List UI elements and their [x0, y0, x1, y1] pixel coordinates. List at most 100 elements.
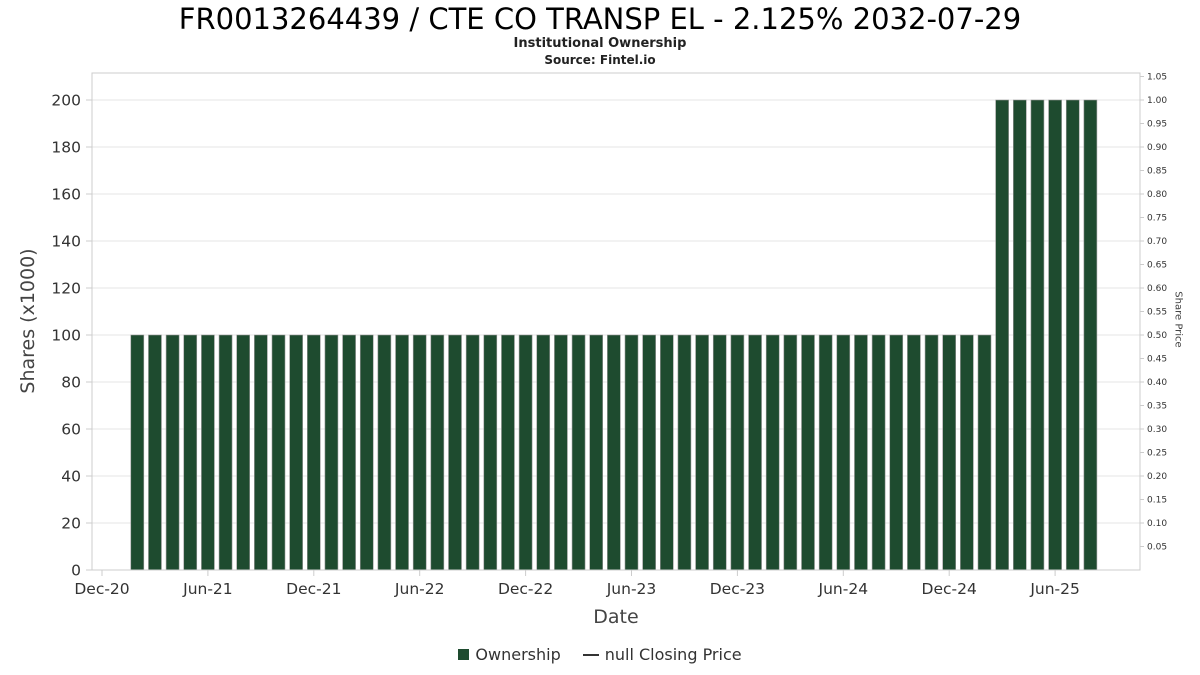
ownership-bar[interactable] [1030, 99, 1045, 571]
ownership-bar[interactable] [148, 334, 162, 571]
legend-label-closing-price: null Closing Price [604, 645, 742, 664]
ownership-bar[interactable] [942, 334, 957, 571]
chart-title: FR0013264439 / CTE CO TRANSP EL - 2.125%… [178, 2, 1022, 36]
x-tick-label: Jun-25 [1029, 580, 1080, 598]
ownership-bar[interactable] [712, 334, 727, 571]
x-tick-label: Jun-24 [818, 580, 869, 598]
chart-subtitle: Institutional Ownership [513, 36, 687, 51]
y-tick-label-left: 120 [51, 280, 81, 298]
y-tick-label-right: 0.70 [1147, 237, 1167, 247]
ownership-bar[interactable] [289, 334, 303, 571]
chart-source: Source: Fintel.io [544, 53, 656, 67]
ownership-bar[interactable] [448, 334, 462, 571]
ownership-bar[interactable] [518, 334, 533, 571]
ownership-bar[interactable] [854, 334, 868, 571]
x-tick-label: Dec-20 [74, 580, 129, 598]
ownership-bar[interactable] [271, 334, 286, 571]
y-tick-label-left: 60 [61, 421, 81, 439]
ownership-bar[interactable] [254, 334, 268, 571]
y-tick-label-right: 0.30 [1147, 425, 1167, 435]
x-tick-label: Jun-21 [182, 580, 233, 598]
y-tick-label-right: 0.20 [1147, 472, 1167, 482]
ownership-bar[interactable] [677, 334, 692, 571]
ownership-bar[interactable] [924, 334, 939, 571]
y-tick-label-right: 0.45 [1147, 355, 1167, 365]
y-tick-label-left: 100 [51, 327, 81, 345]
ownership-bar[interactable] [889, 334, 904, 571]
legend: Ownership null Closing Price [0, 645, 1200, 664]
x-tick-label: Dec-23 [710, 580, 765, 598]
ownership-bar[interactable] [430, 334, 445, 571]
plot-border [91, 72, 1141, 571]
y-tick-label-right: 1.05 [1147, 73, 1167, 83]
y-tick-label-right: 0.05 [1147, 543, 1167, 553]
ownership-bar[interactable] [571, 334, 586, 571]
ownership-bar[interactable] [642, 334, 656, 571]
ownership-bar[interactable] [977, 334, 992, 571]
ownership-bar[interactable] [359, 334, 374, 571]
y-tick-label-right: 0.40 [1147, 378, 1167, 388]
ownership-bar[interactable] [165, 334, 180, 571]
y-tick-label-right: 0.65 [1147, 261, 1167, 271]
ownership-bar[interactable] [377, 334, 392, 571]
ownership-bar[interactable] [1083, 99, 1098, 571]
ownership-bar[interactable] [607, 334, 621, 571]
y-tick-label-right: 0.25 [1147, 449, 1167, 459]
y-tick-label-right: 1.00 [1147, 96, 1167, 106]
ownership-bar[interactable] [465, 334, 480, 571]
x-axis-title: Date [593, 606, 639, 628]
y-tick-label-left: 80 [61, 374, 81, 392]
ownership-bar[interactable] [765, 334, 780, 571]
ownership-bar[interactable] [730, 334, 745, 571]
ownership-bar[interactable] [130, 334, 145, 571]
ownership-bar[interactable] [748, 334, 762, 571]
y-tick-label-left: 200 [51, 92, 81, 110]
ownership-bar[interactable] [1065, 99, 1080, 571]
ownership-bar[interactable] [201, 334, 215, 571]
ownership-bar[interactable] [218, 334, 233, 571]
ownership-bar[interactable] [501, 334, 515, 571]
ownership-bar[interactable] [483, 334, 498, 571]
y-tick-label-right: 0.35 [1147, 402, 1167, 412]
ownership-bar[interactable] [324, 334, 339, 571]
ownership-bar[interactable] [554, 334, 568, 571]
legend-item-closing-price[interactable]: null Closing Price [582, 645, 742, 664]
ownership-bar[interactable] [1048, 99, 1062, 571]
y-tick-label-left: 160 [51, 186, 81, 204]
ownership-bar[interactable] [907, 334, 921, 571]
x-tick-label: Dec-24 [922, 580, 977, 598]
ownership-bar[interactable] [871, 334, 886, 571]
ownership-bar[interactable] [342, 334, 356, 571]
ownership-bar[interactable] [306, 334, 321, 571]
ownership-bar[interactable] [960, 334, 974, 571]
legend-item-ownership[interactable]: Ownership [458, 645, 561, 664]
ownership-bar[interactable] [695, 334, 709, 571]
ownership-bar[interactable] [395, 334, 409, 571]
y-tick-label-left: 0 [71, 562, 81, 580]
ownership-bar[interactable] [995, 99, 1009, 571]
ownership-bar[interactable] [412, 334, 427, 571]
ownership-bar[interactable] [236, 334, 250, 571]
ownership-bar[interactable] [836, 334, 851, 571]
y-axis-title-left: Shares (x1000) [17, 248, 39, 394]
ownership-bar[interactable] [589, 334, 604, 571]
y-tick-label-left: 40 [61, 468, 81, 486]
ownership-bar[interactable] [536, 334, 551, 571]
y-tick-label-right: 0.80 [1147, 190, 1167, 200]
y-tick-label-left: 180 [51, 139, 81, 157]
ownership-bar[interactable] [818, 334, 833, 571]
ownership-bar[interactable] [624, 334, 639, 571]
ownership-bar[interactable] [801, 334, 815, 571]
ownership-bar[interactable] [783, 334, 798, 571]
y-tick-label-right: 0.10 [1147, 519, 1167, 529]
ownership-bar[interactable] [183, 334, 198, 571]
x-tick-label: Jun-22 [394, 580, 445, 598]
y-tick-label-right: 0.15 [1147, 496, 1167, 506]
y-tick-label-right: 0.60 [1147, 284, 1167, 294]
ownership-bar[interactable] [659, 334, 674, 571]
y-axis-title-right: Share Price [1172, 291, 1184, 348]
closing-price-line-icon [582, 653, 599, 656]
ownership-bar[interactable] [1012, 99, 1027, 571]
